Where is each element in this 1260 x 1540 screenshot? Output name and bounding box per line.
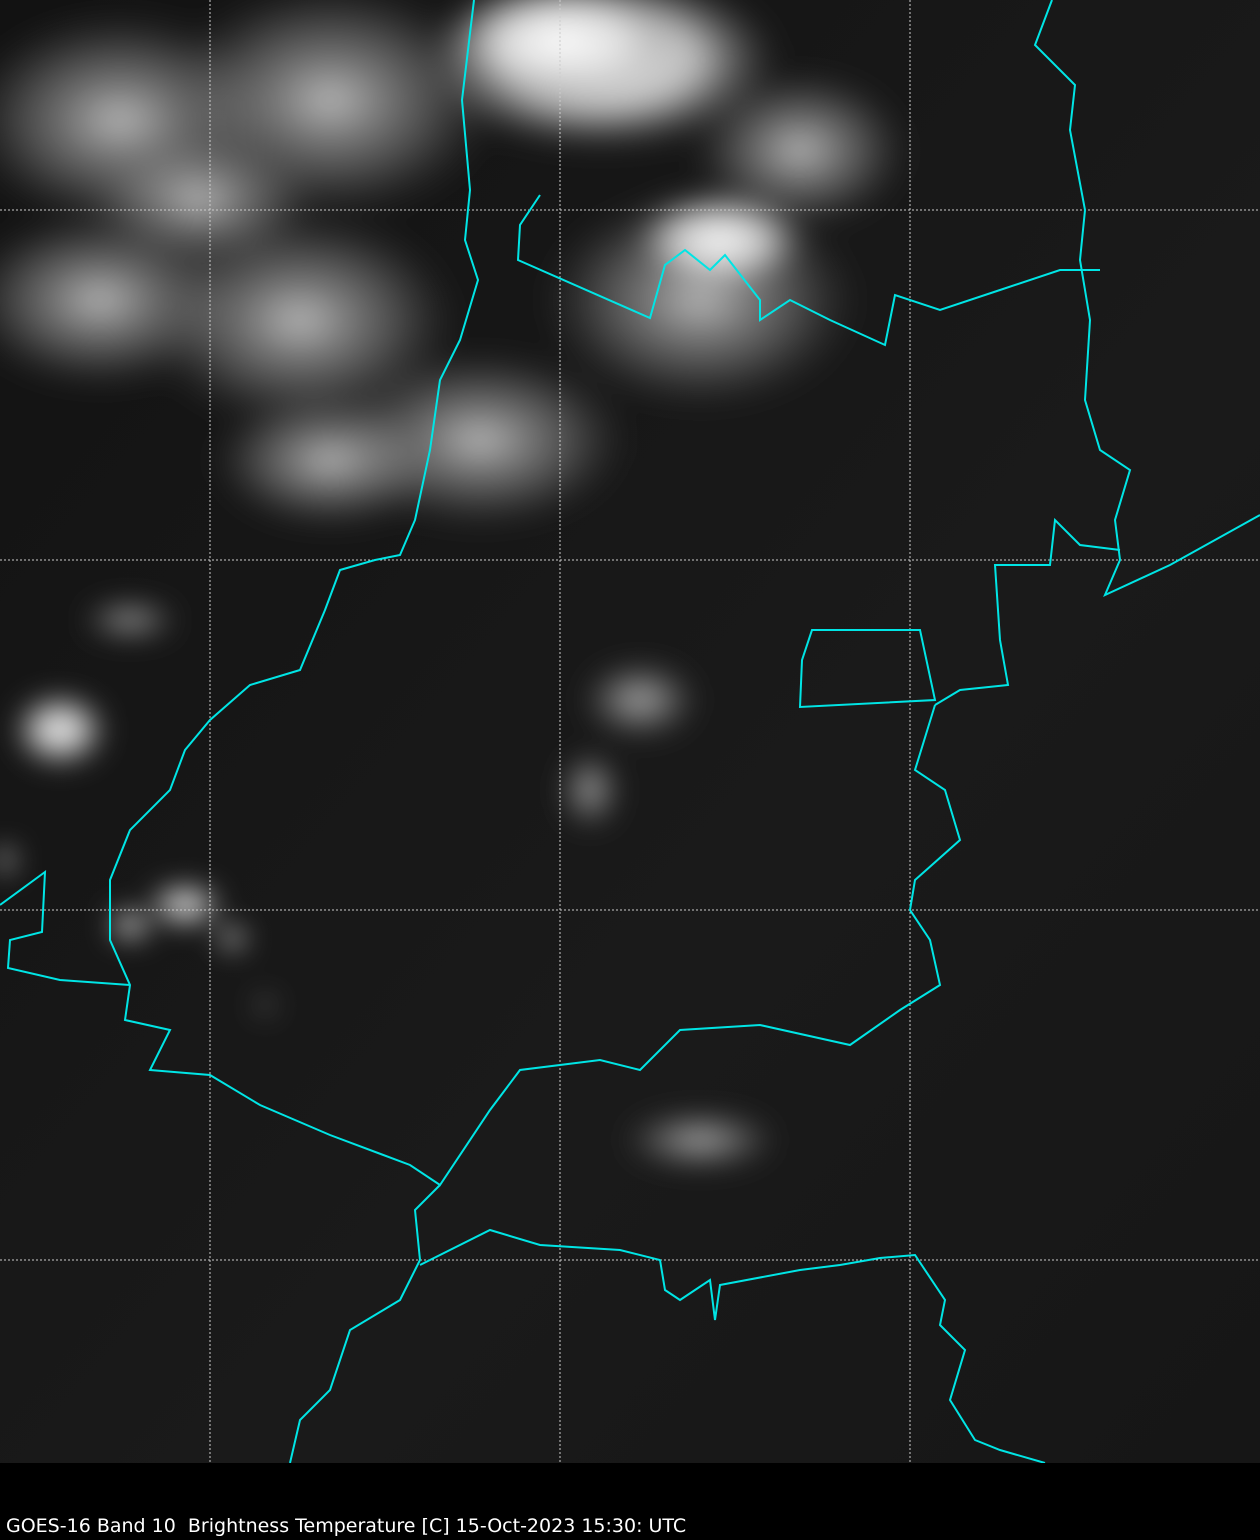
satellite-map	[0, 0, 1260, 1463]
cloud	[108, 909, 152, 941]
cloud	[216, 926, 248, 950]
border-line	[419, 1228, 1046, 1463]
gridlines	[0, 0, 1260, 1463]
cloud	[620, 1110, 780, 1170]
border-line	[0, 869, 131, 986]
cloud	[210, 390, 450, 530]
cloud	[80, 130, 320, 270]
border-line	[1033, 0, 1260, 597]
political-borders	[0, 0, 1260, 1463]
cloud-field	[0, 0, 910, 1170]
cloud	[12, 692, 108, 768]
cloud	[580, 660, 700, 740]
cloud	[147, 883, 223, 927]
border-line	[516, 194, 1100, 347]
border-line	[109, 0, 962, 1187]
cloud	[80, 600, 180, 640]
cloud	[560, 750, 620, 830]
border-line	[934, 517, 1121, 706]
border-line	[289, 1184, 441, 1463]
cloud	[0, 845, 15, 875]
cloud	[690, 70, 910, 230]
border-line	[798, 629, 937, 709]
cloud	[255, 995, 275, 1015]
image-caption: GOES-16 Band 10 Brightness Temperature […	[6, 1515, 687, 1537]
